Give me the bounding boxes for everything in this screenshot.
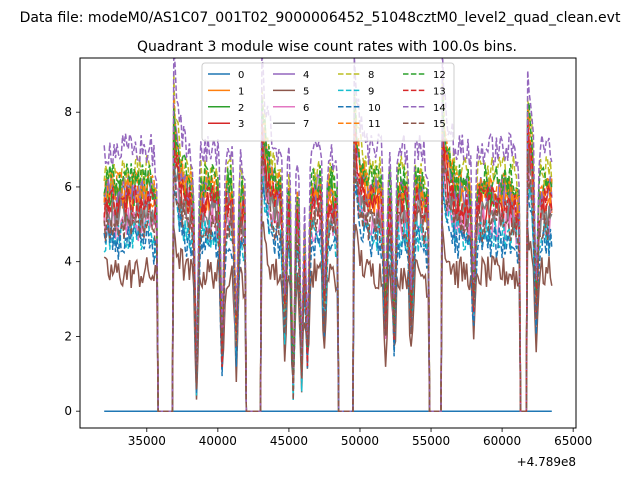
plot-lines: [103, 58, 553, 412]
x-tick-label: 60000: [483, 434, 521, 448]
legend-label: 2: [238, 103, 244, 114]
x-offset-label: +4.789e8: [517, 455, 576, 469]
series-line-4: [103, 105, 553, 412]
legend-label: 9: [368, 86, 374, 97]
legend-label: 13: [433, 86, 446, 97]
legend-label: 10: [368, 103, 381, 114]
axes-frame: [79, 57, 577, 429]
y-tick-label: 8: [64, 105, 72, 119]
chart-title: Quadrant 3 module wise count rates with …: [137, 39, 517, 55]
x-tick-label: 65000: [554, 434, 592, 448]
series-line-14: [103, 58, 553, 412]
series-line-2: [103, 106, 553, 412]
series-line-15: [103, 149, 553, 412]
series-line-5: [103, 221, 553, 412]
y-tick-label: 0: [64, 404, 72, 418]
axis-ticks: 35000 40000 45000 50000 55000 60000 65000 0 2 4 6 8: [64, 105, 592, 448]
x-tick-label: 55000: [412, 434, 450, 448]
legend-label: 12: [433, 70, 446, 81]
legend-label: 1: [238, 86, 244, 97]
legend-label: 5: [303, 86, 309, 97]
legend-label: 11: [368, 119, 381, 130]
chart-suptitle: Data file: modeM0/AS1C07_001T02_90000064…: [20, 10, 621, 26]
legend-label: 6: [303, 103, 309, 114]
x-tick-label: 35000: [128, 434, 166, 448]
legend-label: 14: [433, 103, 446, 114]
legend-label: 7: [303, 119, 309, 130]
series-line-9: [103, 158, 553, 412]
y-tick-label: 6: [64, 180, 72, 194]
y-tick-label: 4: [64, 255, 72, 269]
x-tick-label: 40000: [199, 434, 237, 448]
legend-label: 15: [433, 119, 446, 130]
y-tick-label: 2: [64, 329, 72, 343]
x-tick-label: 50000: [341, 434, 379, 448]
legend-label: 4: [303, 70, 309, 81]
x-tick-label: 45000: [270, 434, 308, 448]
legend-label: 8: [368, 70, 374, 81]
legend-label: 0: [238, 70, 244, 81]
series-line-12: [103, 88, 553, 412]
legend-box: [201, 62, 455, 142]
legend-label: 3: [238, 119, 244, 130]
